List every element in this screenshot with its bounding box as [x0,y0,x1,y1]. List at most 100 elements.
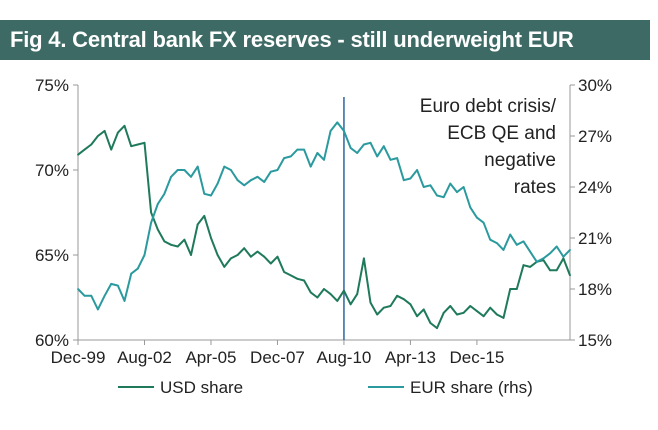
eur-share-point [170,175,172,178]
usd-share-point [396,294,399,297]
eur-share-point [409,177,412,180]
eur-share-point [269,170,272,173]
eur-share-point [97,308,99,311]
eur-share-point [456,191,458,194]
eur-share-point [309,165,312,168]
eur-share-point [362,143,365,146]
eur-share-point [303,148,305,151]
usd-share-point [316,296,319,299]
usd-share-point [469,305,472,307]
eur-share-point [116,284,119,287]
eur-share-point [402,179,405,182]
usd-share-point [170,243,172,246]
eur-share-point [110,283,113,285]
eur-share-point [562,255,565,258]
eur-share-point [429,184,432,187]
annotation-line: rates [514,177,556,198]
usd-share-point [436,327,438,329]
eur-share-point [276,169,279,171]
x-tick-label: Dec-99 [51,348,106,367]
usd-share-point [442,311,445,314]
eur-share-point [535,260,538,263]
eur-share-point [289,155,292,158]
y-right-tick-label: 18% [578,280,612,299]
usd-share-point [230,257,232,260]
usd-share-point [343,289,345,292]
y-right-tick-label: 24% [578,178,612,197]
eur-share-point [416,169,418,171]
usd-share-point [303,279,305,282]
usd-share-point [362,257,365,260]
usd-share-point [356,293,359,295]
usd-share-point [402,298,405,301]
eur-share-point [183,169,186,171]
eur-share-point [90,294,93,297]
eur-share-point [77,288,79,290]
eur-share-point [136,267,139,270]
eur-share-point [283,157,286,160]
eur-share-point [190,175,192,178]
usd-share-point [249,255,252,258]
usd-share-point [462,311,465,314]
eur-share-point [509,233,512,236]
usd-share-point [389,305,392,307]
usd-share-point [422,308,425,311]
usd-share-point [482,315,485,318]
usd-share-point [263,255,266,258]
eur-share-point [343,130,345,132]
usd-share-point [529,266,532,268]
usd-share-point [476,310,478,312]
usd-share-point [183,238,186,241]
usd-share-point [555,269,558,272]
eur-share-point [529,250,532,253]
usd-share-point [110,148,113,151]
eur-share-point [216,182,219,185]
usd-share-point [269,262,272,265]
usd-share-point [123,124,126,127]
x-tick-label: Dec-07 [250,348,305,367]
usd-share-point [223,266,226,268]
eur-share-point [316,152,319,154]
legend-usd-label: USD share [160,378,243,397]
eur-share-point [495,242,498,245]
eur-share-point [436,194,438,197]
eur-share-point [243,184,246,187]
eur-share-point [376,155,379,158]
usd-share-point [329,293,332,295]
usd-share-point [116,131,119,134]
eur-share-point [103,294,106,297]
usd-share-point [196,223,199,226]
usd-share-point [176,245,179,248]
eur-share-point [389,158,392,161]
usd-share-point [256,250,259,253]
usd-share-point [143,141,146,144]
usd-share-point [502,317,505,319]
y-left-tick-label: 65% [35,246,69,265]
y-left-tick-label: 75% [35,76,69,95]
usd-share-point [77,153,79,156]
usd-share-point [429,322,432,324]
eur-share-point [263,181,266,183]
usd-share-point [203,215,206,217]
chart-title: Fig 4. Central bank FX reserves - still … [10,27,574,52]
eur-share-point [469,206,472,209]
annotation-line: Euro debt crisis/ [420,96,557,117]
y-left-tick-label: 60% [35,331,69,350]
usd-share-point [283,271,286,273]
x-tick-label: Apr-13 [385,348,436,367]
usd-share-point [83,148,86,151]
eur-share-point [223,165,226,168]
usd-share-point [369,301,372,304]
eur-share-point [230,169,232,171]
eur-share-point [555,245,558,248]
eur-share-point [396,157,399,160]
usd-share-point [130,145,133,148]
usd-share-point [336,300,339,302]
eur-share-point [196,165,199,168]
eur-share-point [150,221,153,224]
usd-share-point [515,288,518,290]
usd-share-point [495,313,498,316]
usd-share-point [323,288,325,290]
usd-share-point [309,291,312,294]
